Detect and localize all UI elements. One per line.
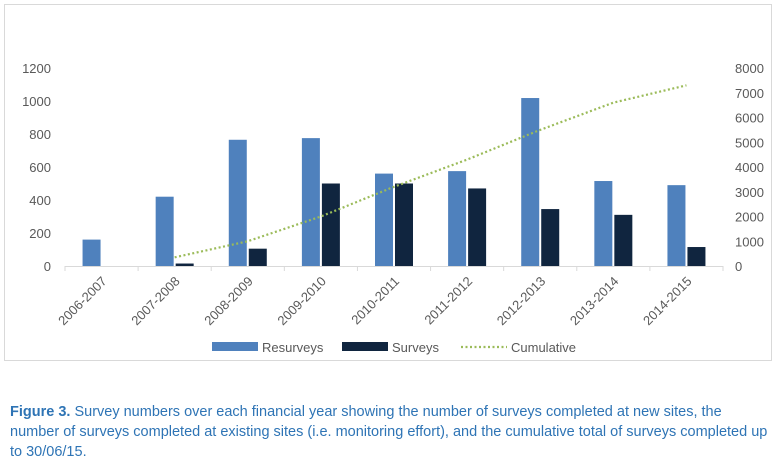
bar-resurveys-2011-2012 [448, 171, 467, 266]
bar-surveys-2007-2008 [175, 263, 194, 266]
y-right-tick-label: 3000 [735, 185, 764, 200]
y-right-tick-label: 4000 [735, 160, 764, 175]
y-left-tick-label: 1000 [22, 94, 51, 109]
x-tick-label-2012-2013: 2012-2013 [494, 274, 549, 329]
x-tick-label-2009-2010: 2009-2010 [274, 274, 329, 329]
y-left-tick-label: 400 [29, 193, 51, 208]
bar-surveys-2010-2011 [395, 183, 413, 266]
legend-swatch-resurveys [212, 342, 258, 351]
y-right-tick-label: 8000 [735, 61, 764, 76]
survey-chart: 0 200 400 600 800 1000 1200 0 1000 2000 3000 4000 50… [22, 61, 764, 355]
y-right-tick-label: 1000 [735, 234, 764, 249]
figure-caption: Figure 3. Survey numbers over each finan… [10, 402, 770, 462]
bar-resurveys-2007-2008 [155, 196, 174, 266]
x-tick-label-2008-2009: 2008-2009 [201, 274, 256, 329]
axes-layer [64, 266, 724, 271]
y-right-tick-label: 0 [735, 259, 742, 274]
x-tick-label-2014-2015: 2014-2015 [640, 274, 695, 329]
x-tick-label-2007-2008: 2007-2008 [128, 274, 183, 329]
bar-surveys-2008-2009 [248, 248, 267, 266]
bar-surveys-2009-2010 [321, 183, 340, 266]
bar-resurveys-2006-2007 [82, 239, 101, 266]
y-right-tick-label: 7000 [735, 86, 764, 101]
x-tick-label-2013-2014: 2013-2014 [567, 274, 622, 329]
legend-swatch-surveys [342, 342, 388, 351]
chart-frame: 0 200 400 600 800 1000 1200 0 1000 2000 3000 4000 50… [4, 4, 772, 361]
legend-layer: Resurveys Surveys Cumulative [212, 340, 576, 355]
bar-resurveys-2010-2011 [375, 173, 393, 266]
bar-resurveys-2014-2015 [667, 185, 686, 266]
y-right-tick-label: 5000 [735, 135, 764, 150]
legend-label-surveys: Surveys [392, 340, 439, 355]
y-right-tick-label: 2000 [735, 210, 764, 225]
x-tick-label-2011-2012: 2011-2012 [421, 274, 475, 328]
y-left-tick-label: 200 [29, 226, 51, 241]
legend-label-resurveys: Resurveys [262, 340, 324, 355]
bars-layer [82, 98, 706, 266]
x-tick-label-2010-2011: 2010-2011 [348, 274, 402, 328]
bar-resurveys-2013-2014 [594, 181, 613, 266]
bar-resurveys-2008-2009 [228, 139, 247, 266]
caption-label: Figure 3. [10, 404, 71, 420]
y-left-tick-label: 800 [29, 127, 51, 142]
bar-resurveys-2009-2010 [301, 138, 320, 266]
legend-label-cumulative: Cumulative [511, 340, 576, 355]
x-tick-label-2006-2007: 2006-2007 [55, 274, 110, 329]
bar-surveys-2013-2014 [614, 214, 633, 266]
bar-surveys-2012-2013 [541, 209, 560, 266]
bar-resurveys-2012-2013 [521, 98, 540, 266]
y-left-tick-label: 1200 [22, 61, 51, 76]
caption-text: Survey numbers over each financial year … [10, 404, 768, 460]
y-left-tick-label: 0 [44, 259, 51, 274]
bar-surveys-2011-2012 [468, 188, 487, 266]
y-right-tick-label: 6000 [735, 111, 764, 126]
bar-surveys-2014-2015 [687, 247, 706, 266]
y-left-tick-label: 600 [29, 160, 51, 175]
